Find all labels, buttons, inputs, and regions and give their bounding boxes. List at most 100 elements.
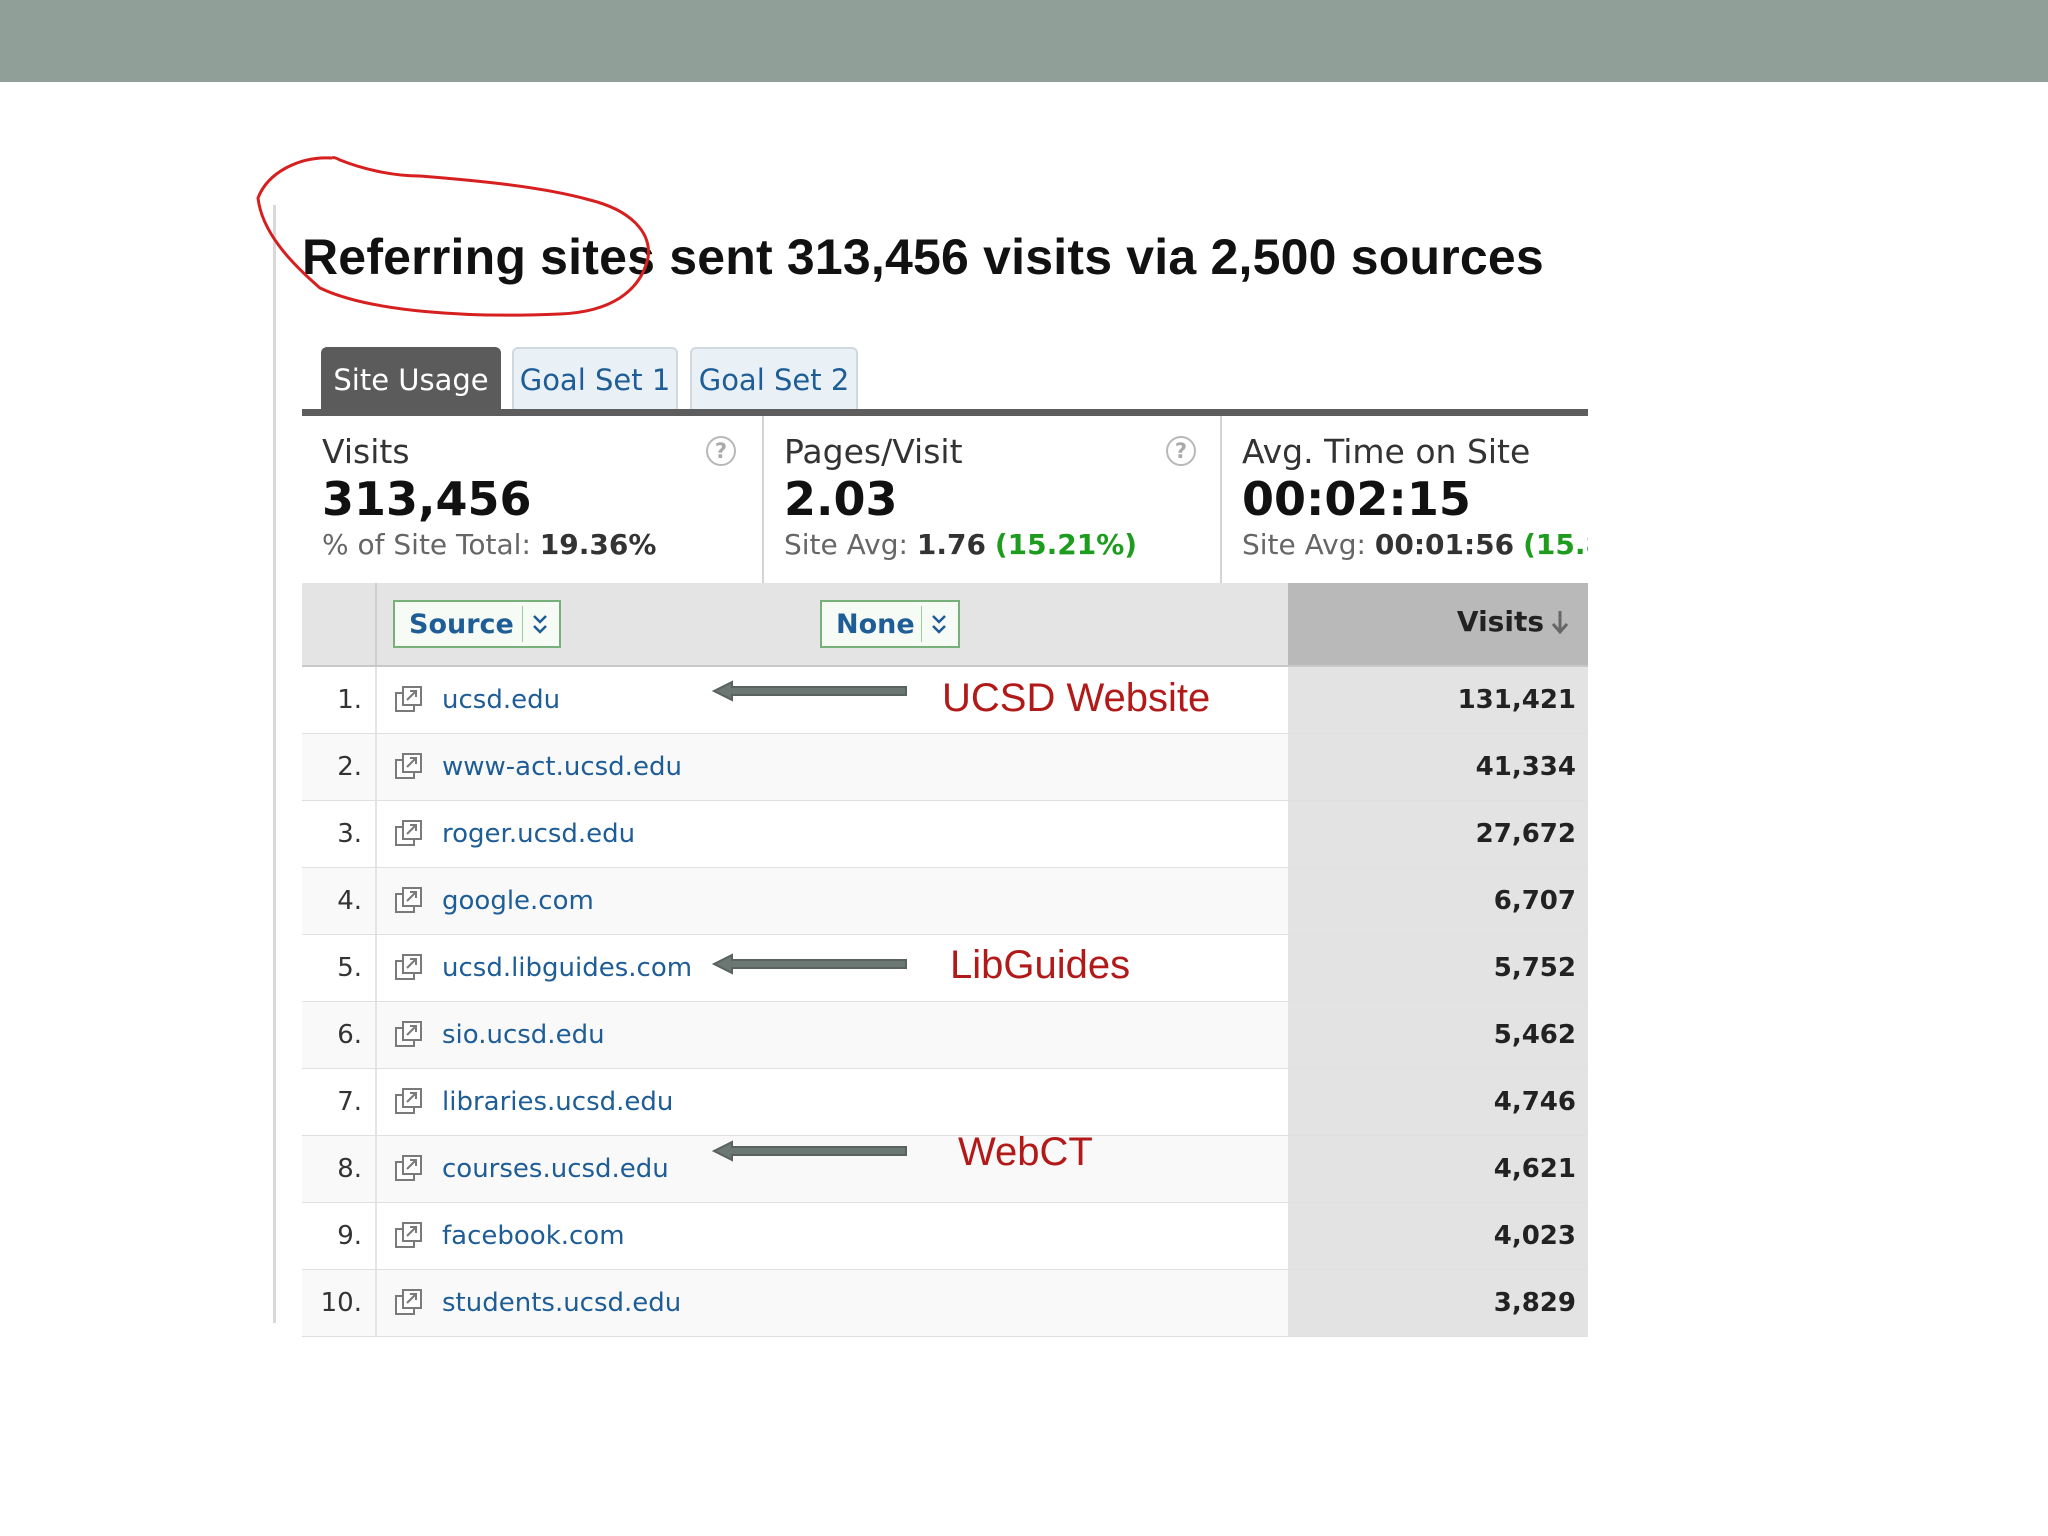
visits-value: 5,462 — [1493, 1020, 1576, 1050]
help-icon[interactable]: ? — [1166, 436, 1196, 466]
metric-avg-time: Avg. Time on Site 00:02:15 Site Avg: 00:… — [1220, 416, 1588, 583]
table-row: 2. www-act.ucsd.edu 41,334 — [302, 734, 1588, 801]
external-link-icon[interactable] — [394, 1221, 424, 1251]
secondary-dropdown-label: None — [836, 608, 915, 640]
metric-visits-label: Visits — [322, 432, 410, 471]
help-icon[interactable]: ? — [706, 436, 736, 466]
external-link-icon[interactable] — [394, 1087, 424, 1117]
external-link-icon[interactable] — [394, 886, 424, 916]
visits-cell: 4,023 — [1288, 1203, 1588, 1269]
source-link[interactable]: facebook.com — [442, 1221, 625, 1251]
metric-time-sub-value: 00:01:56 — [1374, 528, 1515, 561]
source-link[interactable]: google.com — [442, 886, 594, 916]
metrics-summary: Visits ? 313,456 % of Site Total: 19.36%… — [302, 416, 1588, 585]
table-row: 8. courses.ucsd.edu 4,621 — [302, 1136, 1588, 1203]
row-number: 4. — [337, 886, 362, 916]
visits-header-label: Visits — [1456, 605, 1544, 638]
left-arrow-icon — [711, 680, 907, 702]
metric-time-sub: Site Avg: 00:01:56 (15.80% — [1242, 528, 1588, 561]
source-link[interactable]: students.ucsd.edu — [442, 1288, 682, 1318]
table-row: 6. sio.ucsd.edu 5,462 — [302, 1002, 1588, 1069]
external-link-icon[interactable] — [394, 953, 424, 983]
metric-pages-sub-pct: (15.21%) — [994, 528, 1138, 561]
visits-cell: 4,621 — [1288, 1136, 1588, 1202]
slide-left-rule — [273, 205, 276, 1323]
external-link-icon[interactable] — [394, 1020, 424, 1050]
external-link-icon[interactable] — [394, 1154, 424, 1184]
row-number: 7. — [337, 1087, 362, 1117]
dropdown-divider — [522, 606, 523, 642]
sources-table: Source None Visits 1. ucs — [302, 583, 1588, 1337]
row-number: 6. — [337, 1020, 362, 1050]
row-number: 5. — [337, 953, 362, 983]
external-link-icon[interactable] — [394, 1288, 424, 1318]
table-body: 1. ucsd.edu 131,421 2. www-act.ucsd.edu 41,33… — [302, 667, 1588, 1337]
metric-pages-visit: Pages/Visit ? 2.03 Site Avg: 1.76 (15.21… — [762, 416, 1220, 583]
column-divider — [375, 1069, 377, 1135]
metric-visits-sub-value: 19.36% — [539, 528, 657, 561]
table-row: 1. ucsd.edu 131,421 — [302, 667, 1588, 734]
secondary-dimension-dropdown[interactable]: None — [820, 600, 960, 648]
visits-cell: 5,462 — [1288, 1002, 1588, 1068]
external-link-icon[interactable] — [394, 819, 424, 849]
column-divider — [375, 801, 377, 867]
metric-pages-sub-value: 1.76 — [916, 528, 986, 561]
column-divider — [375, 1136, 377, 1202]
table-row: 4. google.com 6,707 — [302, 868, 1588, 935]
source-link[interactable]: www-act.ucsd.edu — [442, 752, 682, 782]
visits-sort-header[interactable]: Visits — [1457, 605, 1570, 638]
metric-pages-value: 2.03 — [784, 472, 898, 526]
row-number: 2. — [337, 752, 362, 782]
visits-value: 41,334 — [1475, 752, 1576, 782]
metric-time-sub-label: Site Avg: — [1242, 528, 1366, 561]
row-number: 9. — [337, 1221, 362, 1251]
column-divider — [375, 667, 377, 733]
left-arrow-icon — [711, 1140, 907, 1162]
tab-site-usage[interactable]: Site Usage — [321, 347, 501, 411]
visits-value: 4,621 — [1493, 1154, 1576, 1184]
dropdown-divider — [921, 606, 922, 642]
visits-cell: 4,746 — [1288, 1069, 1588, 1135]
visits-value: 6,707 — [1493, 886, 1576, 916]
tab-goal-set-1[interactable]: Goal Set 1 — [512, 347, 678, 411]
visits-cell: 6,707 — [1288, 868, 1588, 934]
source-link[interactable]: sio.ucsd.edu — [442, 1020, 605, 1050]
visits-cell: 131,421 — [1288, 667, 1588, 733]
source-link[interactable]: roger.ucsd.edu — [442, 819, 636, 849]
visits-value: 3,829 — [1493, 1288, 1576, 1318]
tab-goal-set-2[interactable]: Goal Set 2 — [690, 347, 858, 411]
row-number: 8. — [337, 1154, 362, 1184]
metric-visits: Visits ? 313,456 % of Site Total: 19.36% — [302, 416, 762, 583]
source-link[interactable]: ucsd.edu — [442, 685, 561, 715]
left-arrow-icon — [711, 953, 907, 975]
dimension-dropdown-label: Source — [409, 608, 514, 640]
external-link-icon[interactable] — [394, 752, 424, 782]
metric-pages-sub: Site Avg: 1.76 (15.21%) — [784, 528, 1137, 561]
visits-cell: 27,672 — [1288, 801, 1588, 867]
external-link-icon[interactable] — [394, 685, 424, 715]
annotation-libguides: LibGuides — [950, 943, 1131, 987]
column-divider — [375, 734, 377, 800]
chevron-down-icon — [533, 615, 547, 634]
metric-pages-sub-label: Site Avg: — [784, 528, 908, 561]
sort-descending-icon — [1551, 610, 1569, 634]
column-divider — [375, 1270, 377, 1336]
visits-value: 5,752 — [1493, 953, 1576, 983]
metric-visits-value: 313,456 — [322, 472, 532, 526]
source-link[interactable]: ucsd.libguides.com — [442, 953, 693, 983]
metric-time-label: Avg. Time on Site — [1242, 432, 1531, 471]
visits-column-header[interactable]: Visits — [1288, 583, 1588, 665]
table-row: 9. facebook.com 4,023 — [302, 1203, 1588, 1270]
visits-cell: 3,829 — [1288, 1270, 1588, 1336]
slide-top-bar — [0, 0, 2048, 82]
metric-visits-sub: % of Site Total: 19.36% — [322, 528, 656, 561]
visits-value: 131,421 — [1457, 685, 1576, 715]
dimension-dropdown[interactable]: Source — [393, 600, 561, 648]
tab-underline — [302, 409, 1588, 416]
visits-value: 4,023 — [1493, 1221, 1576, 1251]
annotation-webct: WebCT — [958, 1130, 1093, 1174]
source-link[interactable]: libraries.ucsd.edu — [442, 1087, 674, 1117]
column-divider — [375, 1002, 377, 1068]
source-link[interactable]: courses.ucsd.edu — [442, 1154, 669, 1184]
